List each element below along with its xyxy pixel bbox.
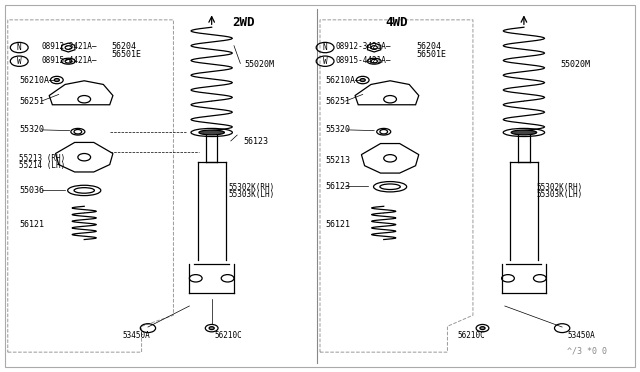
Text: 08915-4421A—: 08915-4421A— [42,56,97,65]
Circle shape [54,78,60,81]
Text: N: N [17,43,22,52]
Text: 55036: 55036 [19,186,44,195]
Circle shape [209,327,214,330]
Text: 53450A: 53450A [567,331,595,340]
Text: 55020M: 55020M [245,60,275,69]
Text: 56123: 56123 [325,182,350,191]
Text: W: W [323,57,328,66]
Text: N: N [323,43,328,52]
Text: 56251: 56251 [325,97,350,106]
Text: 53450A: 53450A [122,331,150,340]
Circle shape [360,78,365,81]
Ellipse shape [199,130,225,135]
Text: 55303K(LH): 55303K(LH) [537,190,583,199]
Text: 56210A—: 56210A— [325,76,360,84]
Text: 56501E: 56501E [417,50,447,59]
Text: 55213: 55213 [325,156,350,166]
Text: 56251: 56251 [19,97,44,106]
Circle shape [480,327,485,330]
Text: 56501E: 56501E [111,50,141,59]
Text: 56123: 56123 [244,137,269,146]
Ellipse shape [511,130,537,135]
Text: 55302K(RH): 55302K(RH) [537,183,583,192]
Text: 55302K(RH): 55302K(RH) [229,183,275,192]
Text: 55213 (RH): 55213 (RH) [19,154,65,163]
Text: ^/3 *0 0: ^/3 *0 0 [567,347,607,356]
Text: 56121: 56121 [19,220,44,229]
Text: 56121: 56121 [325,220,350,229]
Text: 56204: 56204 [417,42,442,51]
Text: 55214 (LH): 55214 (LH) [19,161,65,170]
Text: 56210A—: 56210A— [19,76,54,84]
Text: 08912-3421A—: 08912-3421A— [336,42,392,51]
Text: 08912-3421A—: 08912-3421A— [42,42,97,51]
Text: 56210C: 56210C [457,331,484,340]
Text: 4WD: 4WD [385,16,408,29]
Text: 55320: 55320 [325,125,350,134]
Text: 55320: 55320 [19,125,44,134]
Text: 08915-4421A—: 08915-4421A— [336,56,392,65]
Text: W: W [17,57,22,66]
Text: 56204: 56204 [111,42,136,51]
Text: 56210C: 56210C [215,331,243,340]
Text: 55303K(LH): 55303K(LH) [229,190,275,199]
Text: 2WD: 2WD [232,16,255,29]
Text: 55020M: 55020M [561,60,591,69]
